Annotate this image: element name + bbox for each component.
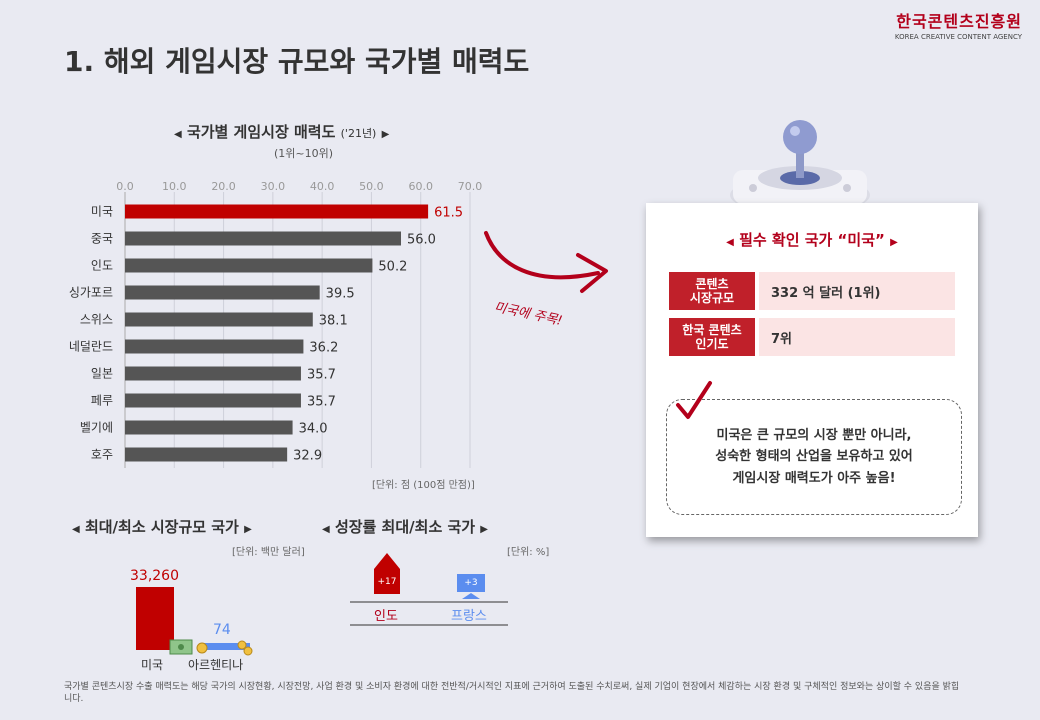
market-size-unit: [단위: 백만 달러] <box>232 547 305 558</box>
brand-korean: 한국콘텐츠진흥원 <box>896 12 1022 31</box>
market-min-bar <box>204 643 250 650</box>
market-size-title: ◀ 최대/최소 시장규모 국가 ▶ <box>72 516 252 537</box>
category-label: 일본 <box>91 367 113 381</box>
bar <box>125 393 301 408</box>
growth-unit: [단위: %] <box>507 547 550 558</box>
category-label: 네덜란드 <box>69 340 113 354</box>
triangle-left-icon: ◀ <box>322 524 330 535</box>
info-key: 한국 콘텐츠 인기도 <box>669 318 755 356</box>
info-row-market-size: 콘텐츠 시장규모 332 억 달러 (1위) <box>669 272 955 310</box>
tick-label: 70.0 <box>458 180 483 193</box>
growth-max-value: +17 <box>377 577 397 587</box>
bar <box>125 420 293 435</box>
bar <box>125 231 401 246</box>
bar <box>125 339 304 354</box>
note-line: 성숙한 형태의 산업을 보유하고 있어 <box>715 449 913 465</box>
category-label: 호주 <box>91 448 113 462</box>
tick-label: 10.0 <box>162 180 187 193</box>
joystick-icon <box>730 120 870 210</box>
focus-panel: ◀ 필수 확인 국가 “미국” ▶ 콘텐츠 시장규모 332 억 달러 (1위) … <box>646 203 978 537</box>
data-label: 61.5 <box>434 206 463 221</box>
market-min-country: 아르헨티나 <box>188 658 244 672</box>
data-label: 39.5 <box>326 287 355 302</box>
growth-min-value: +3 <box>464 578 478 588</box>
chart-year-note: ('21년) <box>340 127 377 140</box>
triangle-left-icon: ◀ <box>726 237 734 248</box>
growth-arrows <box>350 553 508 626</box>
data-label: 56.0 <box>407 233 436 248</box>
data-label: 34.0 <box>299 422 328 437</box>
triangle-left-icon: ◀ <box>174 129 182 140</box>
info-row-popularity: 한국 콘텐츠 인기도 7위 <box>669 318 955 356</box>
bar <box>125 204 429 219</box>
data-label: 32.9 <box>293 449 322 464</box>
info-key-line1: 한국 콘텐츠 <box>682 322 742 337</box>
money-icon <box>169 639 253 656</box>
growth-min-country: 프랑스 <box>451 609 487 624</box>
focus-panel-title-text: 필수 확인 국가 “미국” <box>739 231 885 249</box>
tick-label: 30.0 <box>261 180 286 193</box>
info-key: 콘텐츠 시장규모 <box>669 272 755 310</box>
triangle-left-icon: ◀ <box>72 524 80 535</box>
chart-title: ◀ 국가별 게임시장 매력도 ('21년) ▶ <box>174 121 389 142</box>
triangle-right-icon: ▶ <box>381 129 390 140</box>
data-label: 35.7 <box>307 395 336 410</box>
bar <box>125 312 313 327</box>
up-arrow-icon <box>374 553 400 569</box>
category-label: 싱가포르 <box>69 286 113 300</box>
brand-logo: 한국콘텐츠진흥원 KOREA CREATIVE CONTENT AGENCY <box>895 8 1022 41</box>
bar <box>125 285 320 300</box>
market-size-title-text: 최대/최소 시장규모 국가 <box>84 518 239 536</box>
tick-label: 60.0 <box>408 180 433 193</box>
market-max-bar <box>136 587 174 650</box>
note-line: 게임시장 매력도가 아주 높음! <box>732 470 896 486</box>
data-label: 50.2 <box>378 260 407 275</box>
growth-max-country: 인도 <box>374 609 398 624</box>
growth-title: ◀ 성장률 최대/최소 국가 ▶ <box>322 516 488 537</box>
triangle-right-icon: ▶ <box>480 524 488 535</box>
footnote: 국가별 콘텐츠시장 수출 매력도는 해당 국가의 시장현황, 시장전망, 사업 … <box>64 682 960 705</box>
category-label: 중국 <box>91 232 113 246</box>
page-title: 1. 해외 게임시장 규모와 국가별 매력도 <box>64 45 530 78</box>
info-key-line1: 콘텐츠 <box>695 276 729 291</box>
category-label: 페루 <box>91 394 113 408</box>
growth-title-text: 성장률 최대/최소 국가 <box>334 518 476 536</box>
info-value: 332 억 달러 (1위) <box>759 272 955 310</box>
market-min-value: 74 <box>213 622 231 638</box>
note-line: 미국은 큰 규모의 시장 뿐만 아니라, <box>716 427 912 443</box>
bar-chart: 0.0 10.0 20.0 30.0 40.0 50.0 60.0 70.0 미국 61.5 중국 5… <box>69 180 483 468</box>
category-label: 인도 <box>91 259 113 273</box>
growth-max-bar <box>374 569 400 594</box>
bar <box>125 258 373 273</box>
bar <box>125 366 301 381</box>
tick-label: 20.0 <box>211 180 236 193</box>
chart-subtitle: (1위~10위) <box>274 147 334 160</box>
triangle-right-icon: ▶ <box>890 237 898 248</box>
chart-title-text: 국가별 게임시장 매력도 <box>186 123 336 141</box>
pointer-arrow-icon <box>484 231 608 293</box>
category-label: 스위스 <box>80 313 113 327</box>
info-key-line2: 시장규모 <box>689 291 735 305</box>
data-label: 38.1 <box>319 314 348 329</box>
checkmark-icon <box>676 381 712 419</box>
note-box: 미국은 큰 규모의 시장 뿐만 아니라, 성숙한 형태의 산업을 보유하고 있어… <box>666 399 962 515</box>
triangle-right-icon: ▶ <box>244 524 252 535</box>
up-arrow-icon <box>462 593 480 599</box>
bar <box>125 447 288 462</box>
chart-unit: [단위: 점 (100점 만점)] <box>372 480 475 491</box>
focus-panel-title: ◀ 필수 확인 국가 “미국” ▶ <box>646 229 978 250</box>
info-key-line2: 인기도 <box>695 337 729 351</box>
market-max-value: 33,260 <box>130 568 179 584</box>
category-label: 미국 <box>91 205 113 219</box>
data-label: 35.7 <box>307 368 336 383</box>
growth-min-badge <box>457 574 485 592</box>
market-max-country: 미국 <box>141 658 164 672</box>
info-value: 7위 <box>759 318 955 356</box>
tick-label: 0.0 <box>116 180 134 193</box>
tick-label: 50.0 <box>359 180 384 193</box>
tick-label: 40.0 <box>310 180 335 193</box>
brand-english: KOREA CREATIVE CONTENT AGENCY <box>894 33 1022 41</box>
category-label: 벨기에 <box>80 421 113 435</box>
data-label: 36.2 <box>309 341 338 356</box>
